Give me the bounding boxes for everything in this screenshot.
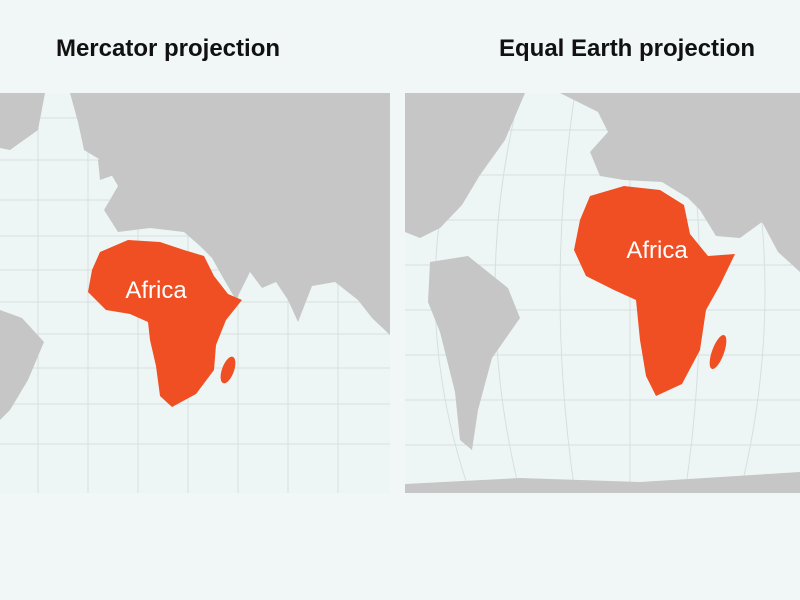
equal-earth-map: Africa	[405, 93, 800, 493]
mercator-map: Africa	[0, 93, 390, 493]
greenland	[0, 93, 45, 150]
north-america	[405, 93, 525, 238]
antarctica	[405, 472, 800, 493]
uk	[98, 150, 114, 180]
map-title: Equal Earth projection	[499, 35, 755, 62]
madagascar	[220, 356, 236, 384]
africa	[574, 186, 735, 396]
eurasia	[560, 93, 800, 272]
map-title: Mercator projection	[56, 35, 280, 62]
south-america	[428, 256, 520, 450]
region-label: Africa	[626, 237, 688, 264]
region-label: Africa	[125, 277, 187, 304]
africa	[88, 240, 242, 407]
south-america	[0, 310, 44, 420]
madagascar	[709, 334, 727, 370]
eurasia	[70, 93, 390, 335]
